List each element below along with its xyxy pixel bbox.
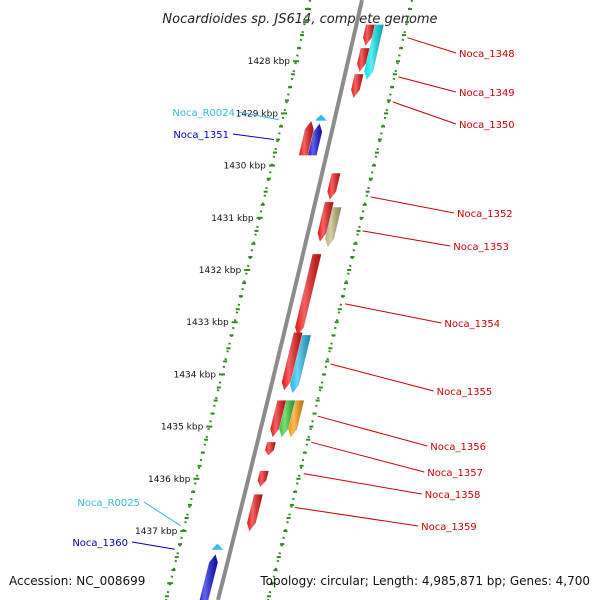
label-leader-line [295,507,419,527]
label-leader-line [345,303,442,324]
gene-label-noca-1351[interactable]: Noca_1351 [173,130,229,141]
kbp-tick-label: 1436 kbp [148,475,191,485]
label-leader-line [370,196,455,214]
genome-backbone [216,0,364,600]
kbp-tick-label: 1429 kbp [236,109,279,119]
label-leader-line [330,363,434,392]
gene-feature-4[interactable] [350,74,364,99]
kbp-tick-label: 1430 kbp [223,162,266,172]
gene-labels: Noca_1348 Noca_1349 Noca_1350 Noca_R0024 Noc… [72,37,515,550]
kbp-tick-label: 1435 kbp [161,423,204,433]
accession-text: Accession: NC_008699 [9,574,146,588]
kbp-tick-label: 1431 kbp [211,214,254,224]
gene-label-noca-1349[interactable]: Noca_1349 [459,88,515,99]
kbp-tick-label: 1437 kbp [135,527,178,537]
gene-feature-8[interactable] [327,173,341,201]
gene-feature-19[interactable] [246,494,264,532]
gene-label-noca-1352[interactable]: Noca_1352 [457,209,513,220]
label-leader-line [311,441,425,473]
gene-feature-20[interactable] [197,553,219,600]
kbp-tick-label: 1434 kbp [174,370,217,380]
gene-label-noca-1357[interactable]: Noca_1357 [427,468,483,479]
kbp-tick-label: 1432 kbp [199,266,242,276]
gene-label-noca-1359[interactable]: Noca_1359 [421,522,477,533]
label-leader-line [143,501,181,527]
label-leader-line [392,101,457,125]
gene-label-noca-1358[interactable]: Noca_1358 [425,490,481,501]
trna-feature-21 [211,543,224,550]
trna-feature-7 [315,114,327,121]
label-leader-line [362,230,451,247]
label-leader-line [303,473,422,495]
gene-feature-18[interactable] [257,470,269,488]
label-leader-line [232,133,274,140]
label-leader-line [317,415,428,447]
track-lines [164,0,414,600]
gene-label-noca-1350[interactable]: Noca_1350 [459,120,515,131]
topology-text: Topology: circular; Length: 4,985,871 bp… [260,574,590,588]
gene-label-noca-r0024[interactable]: Noca_R0024 [172,108,235,119]
gene-label-noca-r0025[interactable]: Noca_R0025 [77,498,140,509]
label-leader-line [398,76,457,93]
gene-label-noca-1354[interactable]: Noca_1354 [444,319,500,330]
map-title: Nocardioides sp. JS614, complete genome [162,12,437,27]
gene-label-noca-1356[interactable]: Noca_1356 [430,442,486,453]
gene-feature-17[interactable] [264,441,277,456]
label-leader-line [407,37,457,54]
left-dotted-track [164,0,312,600]
gene-label-noca-1353[interactable]: Noca_1353 [453,242,509,253]
kbp-tick-label: 1433 kbp [186,318,229,328]
gene-label-noca-1355[interactable]: Noca_1355 [437,387,493,398]
gene-label-noca-1360[interactable]: Noca_1360 [72,538,128,549]
kbp-ticks: 1428 kbp 1429 kbp 1430 kbp 1431 kbp 1432 kbp… [135,8,412,598]
label-leader-line [238,111,279,121]
label-leader-line [131,541,175,550]
kbp-tick-label: 1428 kbp [248,57,291,67]
gene-label-noca-1348[interactable]: Noca_1348 [459,49,515,60]
